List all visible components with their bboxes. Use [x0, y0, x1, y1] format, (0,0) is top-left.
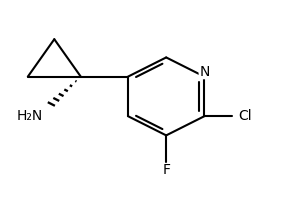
Text: H₂N: H₂N	[16, 109, 42, 123]
Text: F: F	[162, 163, 170, 177]
Text: N: N	[199, 65, 210, 79]
Text: Cl: Cl	[238, 109, 252, 123]
